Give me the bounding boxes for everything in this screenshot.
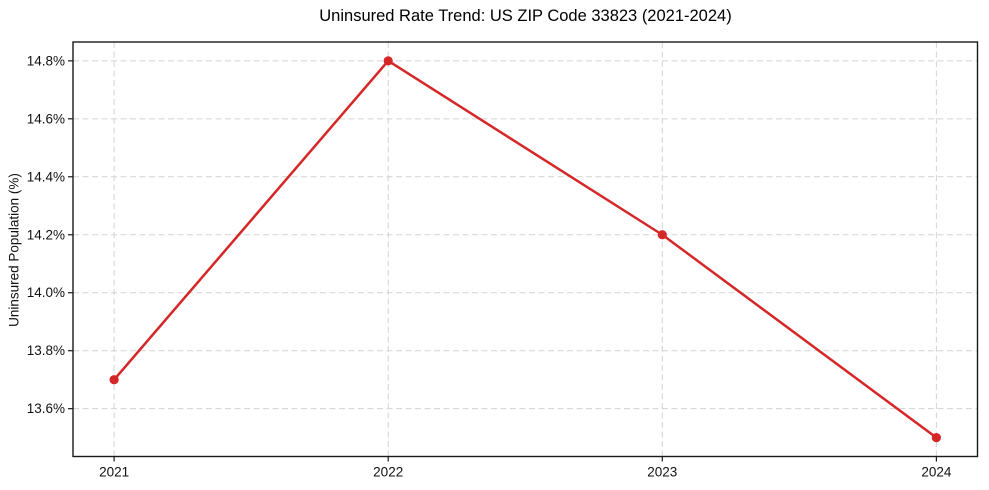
data-point-2022 (383, 56, 393, 66)
x-tick-label: 2021 (99, 465, 129, 480)
y-tick-label: 14.4% (27, 169, 65, 184)
x-tick-label: 2024 (921, 465, 952, 480)
y-tick-label: 13.6% (27, 401, 65, 416)
data-point-2023 (657, 230, 667, 240)
chart-title: Uninsured Rate Trend: US ZIP Code 33823 … (319, 7, 732, 25)
y-tick-label: 14.6% (27, 111, 65, 126)
data-point-2024 (931, 433, 941, 443)
trend-line (112, 59, 938, 439)
y-tick-label: 14.2% (27, 227, 65, 242)
y-tick-label: 13.8% (27, 343, 65, 358)
plot-border (72, 41, 979, 458)
x-tick-label: 2023 (647, 465, 677, 480)
y-tick-label: 14.8% (27, 53, 65, 68)
x-tick-label: 2022 (373, 465, 403, 480)
y-tick-label: 14.0% (27, 285, 65, 300)
data-point-2021 (109, 375, 119, 385)
